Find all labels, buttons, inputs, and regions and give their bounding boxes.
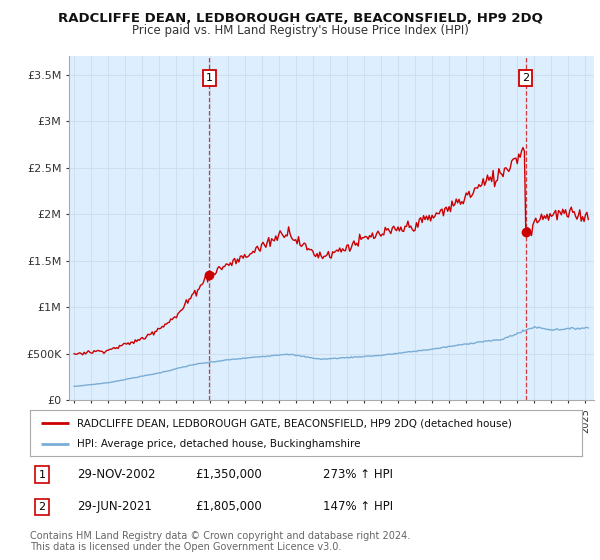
- Text: 2: 2: [522, 73, 529, 83]
- Text: £1,350,000: £1,350,000: [196, 468, 262, 481]
- Text: 1: 1: [38, 470, 46, 480]
- Text: Price paid vs. HM Land Registry's House Price Index (HPI): Price paid vs. HM Land Registry's House …: [131, 24, 469, 37]
- Text: £1,805,000: £1,805,000: [196, 500, 262, 514]
- Text: 2: 2: [38, 502, 46, 512]
- Text: RADCLIFFE DEAN, LEDBOROUGH GATE, BEACONSFIELD, HP9 2DQ: RADCLIFFE DEAN, LEDBOROUGH GATE, BEACONS…: [58, 12, 542, 25]
- Text: 147% ↑ HPI: 147% ↑ HPI: [323, 500, 392, 514]
- Text: 29-JUN-2021: 29-JUN-2021: [77, 500, 152, 514]
- Text: RADCLIFFE DEAN, LEDBOROUGH GATE, BEACONSFIELD, HP9 2DQ (detached house): RADCLIFFE DEAN, LEDBOROUGH GATE, BEACONS…: [77, 418, 512, 428]
- Text: Contains HM Land Registry data © Crown copyright and database right 2024.
This d: Contains HM Land Registry data © Crown c…: [30, 531, 410, 553]
- Text: HPI: Average price, detached house, Buckinghamshire: HPI: Average price, detached house, Buck…: [77, 438, 361, 449]
- Text: 1: 1: [206, 73, 212, 83]
- Text: 273% ↑ HPI: 273% ↑ HPI: [323, 468, 392, 481]
- Text: 29-NOV-2002: 29-NOV-2002: [77, 468, 155, 481]
